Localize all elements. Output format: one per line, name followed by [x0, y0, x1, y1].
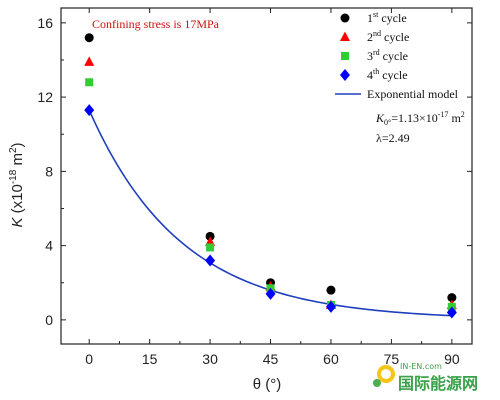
x-tick-label: 90 — [444, 351, 460, 367]
data-point — [206, 243, 215, 252]
y-tick-label: 12 — [37, 89, 53, 105]
watermark-url: IN-EN.com — [400, 362, 442, 371]
data-point — [84, 104, 95, 117]
series-group — [84, 33, 457, 319]
y-tick-label: 0 — [45, 312, 53, 328]
legend: 1st cycle 2nd cycle 3rd cycle 4th cycle Expo… — [335, 10, 459, 101]
x-tick-label: 0 — [85, 351, 93, 367]
y-axis: 0 4 8 12 16 — [37, 15, 472, 328]
series-4 — [84, 104, 457, 319]
x-tick-label: 30 — [202, 351, 218, 367]
data-point — [85, 78, 94, 87]
legend-label: 1st cycle — [367, 10, 407, 25]
model-parameters: K0°=1.13×10-17 m2 λ=2.49 — [375, 110, 465, 145]
legend-label: 4th cycle — [367, 67, 408, 82]
x-tick-label: 75 — [384, 351, 400, 367]
data-point — [84, 33, 94, 43]
lambda-text: λ=2.49 — [376, 131, 410, 145]
plot-border — [60, 7, 473, 345]
x-axis-title: θ (°) — [253, 376, 282, 393]
y-tick-label: 4 — [45, 238, 53, 254]
data-point — [205, 254, 216, 267]
legend-marker — [340, 31, 350, 41]
y-tick-label: 8 — [45, 163, 53, 179]
sun-logo-icon — [373, 365, 395, 387]
k0-text: K0°=1.13×10-17 m2 — [375, 110, 465, 127]
y-tick-label: 16 — [37, 15, 53, 31]
x-axis: 0 15 30 45 60 75 90 — [85, 8, 460, 367]
y-axis-title: K (x10-18 m2) — [8, 142, 26, 227]
data-point — [447, 293, 457, 303]
data-point — [446, 306, 457, 319]
legend-marker — [340, 13, 350, 23]
legend-marker — [341, 52, 349, 60]
legend-label: 3rd cycle — [367, 48, 408, 63]
watermark-logo: IN-EN.com 国际能源网 — [373, 362, 478, 393]
legend-marker — [340, 69, 350, 81]
data-point — [84, 56, 95, 66]
data-point — [205, 231, 215, 241]
x-tick-label: 15 — [142, 351, 158, 367]
data-point — [265, 287, 276, 300]
confining-stress-annotation: Confining stress is 17MPa — [92, 17, 220, 31]
x-tick-label: 45 — [263, 351, 279, 367]
legend-model-label: Exponential model — [367, 87, 459, 101]
data-point — [326, 285, 336, 295]
x-tick-label: 60 — [323, 351, 339, 367]
legend-label: 2nd cycle — [367, 29, 409, 44]
data-point — [325, 300, 336, 313]
plot-frame — [60, 7, 473, 345]
watermark-brand: 国际能源网 — [398, 374, 478, 393]
